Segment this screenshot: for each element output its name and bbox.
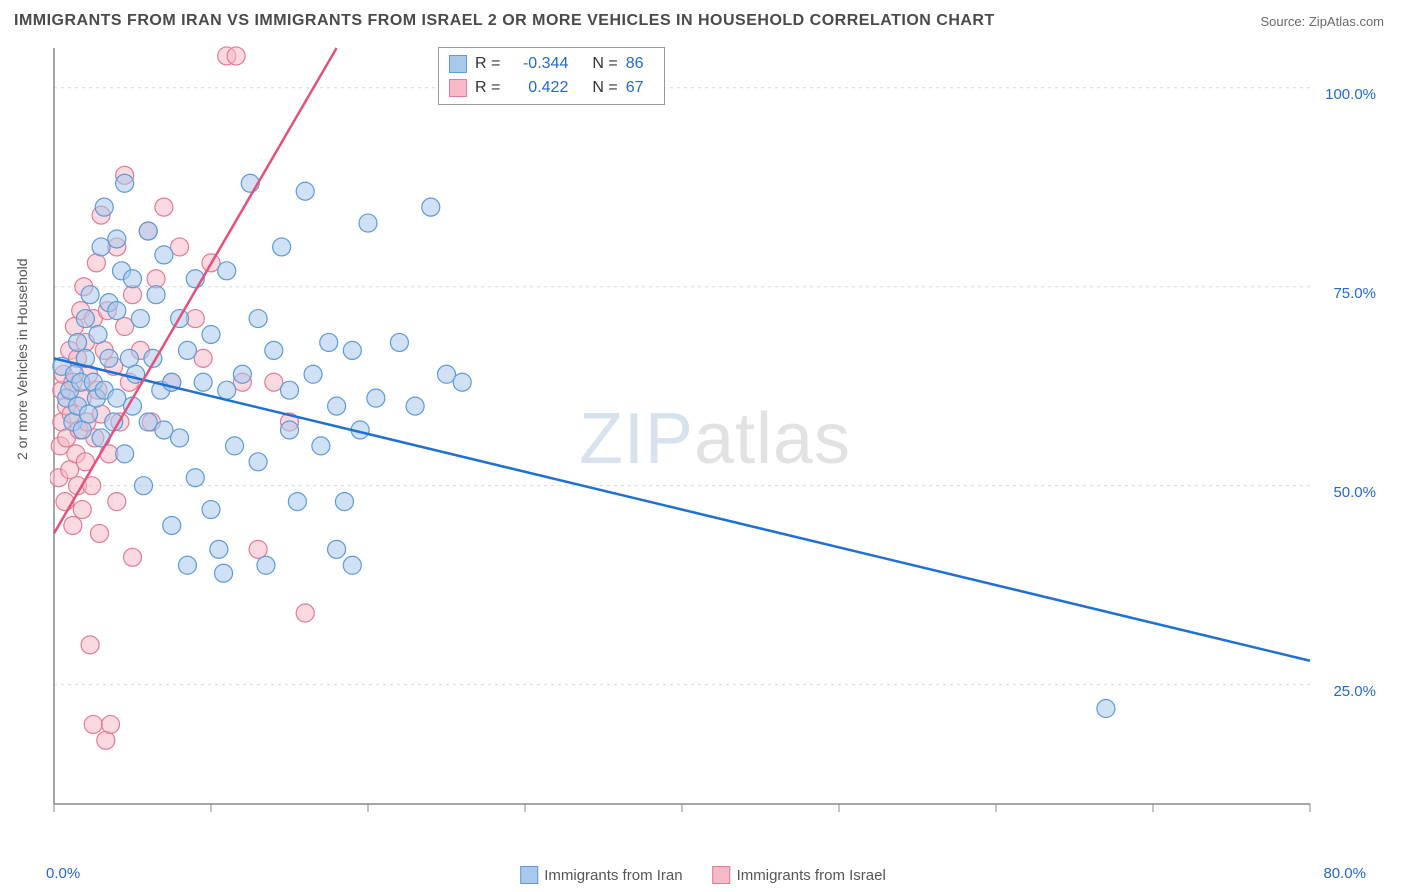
y-tick-label: 25.0% xyxy=(1333,683,1376,700)
y-tick-label: 100.0% xyxy=(1325,86,1376,103)
y-axis-label: 2 or more Vehicles in Household xyxy=(14,258,30,460)
swatch-iran xyxy=(449,55,467,73)
source-label: Source: ZipAtlas.com xyxy=(1260,14,1384,29)
stats-row-israel: R = 0.422 N = 67 xyxy=(449,76,654,100)
x-axis-max: 80.0% xyxy=(1323,865,1366,882)
swatch-israel xyxy=(449,79,467,97)
legend-item-iran: Immigrants from Iran xyxy=(520,866,682,884)
chart-title: IMMIGRANTS FROM IRAN VS IMMIGRANTS FROM … xyxy=(14,12,995,30)
y-tick-label: 75.0% xyxy=(1333,285,1376,302)
legend-label-israel: Immigrants from Israel xyxy=(737,867,886,884)
stats-box: R = -0.344 N = 86 R = 0.422 N = 67 xyxy=(438,47,665,105)
legend-label-iran: Immigrants from Iran xyxy=(544,867,682,884)
bottom-legend: Immigrants from Iran Immigrants from Isr… xyxy=(520,866,886,884)
legend-swatch-israel xyxy=(713,866,731,884)
stats-row-iran: R = -0.344 N = 86 xyxy=(449,52,654,76)
legend-swatch-iran xyxy=(520,866,538,884)
x-axis-min: 0.0% xyxy=(46,865,80,882)
scatter-chart xyxy=(50,44,1380,834)
legend-item-israel: Immigrants from Israel xyxy=(713,866,886,884)
plot-area: ZIPatlas xyxy=(50,44,1380,834)
y-tick-label: 50.0% xyxy=(1333,484,1376,501)
